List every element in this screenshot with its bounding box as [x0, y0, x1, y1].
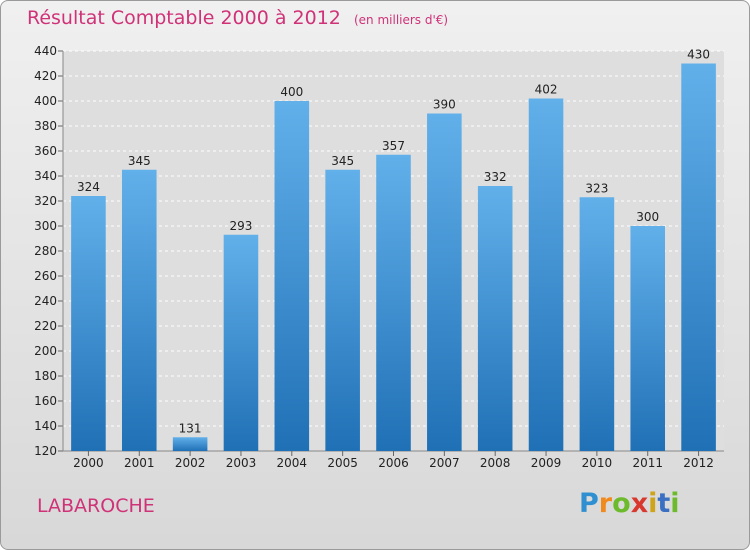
title-row: Résultat Comptable 2000 à 2012 (en milli… [27, 7, 448, 29]
chart-title: Résultat Comptable 2000 à 2012 [27, 7, 341, 29]
x-tick-label-2005: 2005 [327, 456, 358, 470]
y-tick-label: 220 [34, 319, 57, 333]
bar-2002 [172, 437, 208, 451]
axis-layer: 120 140 160 180 200 220 240 260 280 300 320 340 360 3… [34, 44, 724, 470]
y-tick-label: 360 [34, 144, 57, 158]
data-label-2011: 300 [636, 210, 659, 224]
x-tick-label-2009: 2009 [531, 456, 562, 470]
x-tick-label-2012: 2012 [683, 456, 714, 470]
data-label-2004: 400 [280, 85, 303, 99]
bar-2012 [681, 63, 716, 451]
y-tick-label: 400 [34, 94, 57, 108]
y-tick-label: 240 [34, 294, 57, 308]
bar-2004 [274, 101, 310, 451]
bar-2001 [121, 169, 157, 451]
y-tick-label: 160 [34, 394, 57, 408]
x-tick-label-2010: 2010 [582, 456, 613, 470]
y-tick-label: 120 [34, 444, 57, 458]
y-tick-label: 280 [34, 244, 57, 258]
bar-2003 [223, 234, 259, 451]
data-label-2012: 430 [687, 48, 710, 62]
data-label-2009: 402 [535, 83, 558, 97]
y-tick-label: 340 [34, 169, 57, 183]
data-label-2010: 323 [585, 181, 608, 195]
y-tick-label: 440 [34, 44, 57, 58]
data-label-2005: 345 [331, 154, 354, 168]
chart-subtitle: (en milliers d'€) [353, 13, 449, 27]
x-tick-label-2003: 2003 [226, 456, 257, 470]
bar-2006 [376, 154, 411, 451]
bar-2007 [427, 113, 462, 451]
x-tick-label-2008: 2008 [480, 456, 511, 470]
bar-2010 [579, 197, 615, 451]
x-tick-label-2001: 2001 [124, 456, 155, 470]
data-label-2002: 131 [179, 421, 202, 435]
y-tick-label: 180 [34, 369, 57, 383]
bar-layer [71, 63, 716, 451]
y-tick-label: 380 [34, 119, 57, 133]
data-label-2003: 293 [230, 219, 253, 233]
data-label-2006: 357 [382, 139, 405, 153]
y-tick-label: 140 [34, 419, 57, 433]
x-tick-label-2006: 2006 [378, 456, 409, 470]
data-label-2001: 345 [128, 154, 151, 168]
x-tick-label-2011: 2011 [632, 456, 663, 470]
data-label-2008: 332 [484, 170, 507, 184]
bar-2009 [528, 98, 564, 451]
y-tick-label: 200 [34, 344, 57, 358]
data-label-2000: 324 [77, 180, 100, 194]
data-label-2007: 390 [433, 98, 456, 112]
x-tick-label-2004: 2004 [277, 456, 308, 470]
y-tick-label: 320 [34, 194, 57, 208]
x-tick-label-2007: 2007 [429, 456, 460, 470]
y-tick-label: 300 [34, 219, 57, 233]
commune-name: LABAROCHE [37, 495, 155, 517]
x-tick-label-2002: 2002 [175, 456, 206, 470]
bar-2011 [630, 226, 666, 451]
bar-2000 [71, 196, 106, 451]
label-layer: 324 345 131 293 400 345 357 390 332 402 323 300 430 [77, 48, 710, 436]
y-tick-label: 260 [34, 269, 57, 283]
y-tick-label: 420 [34, 69, 57, 83]
x-tick-label-2000: 2000 [73, 456, 104, 470]
proxiti-logo[interactable]: Proxiti [579, 488, 680, 519]
bar-2005 [325, 169, 360, 451]
bar-2008 [477, 186, 513, 451]
